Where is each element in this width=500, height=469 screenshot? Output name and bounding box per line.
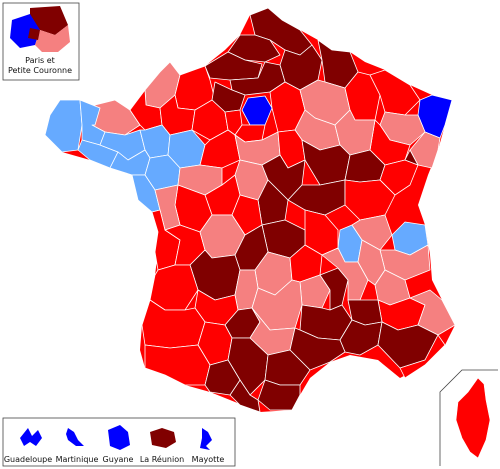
mayotte-shape: [200, 428, 212, 450]
mayotte-label: Mayotte: [192, 455, 225, 464]
paris-inset-center: [28, 28, 40, 40]
guadeloupe-shape: [20, 428, 42, 446]
martinique-label: Martinique: [56, 455, 99, 464]
paris-inset-label-line1: Paris et: [25, 56, 55, 65]
guyane-shape: [108, 425, 130, 450]
paris-inset-label-line2: Petite Couronne: [8, 66, 72, 75]
paris-inset-salmon: [35, 25, 70, 52]
dept-pyrenees-atlantiques: [144, 344, 211, 386]
paris-inset-blue: [10, 14, 40, 48]
guyane-label: Guyane: [103, 455, 134, 464]
paris-inset: Paris et Petite Couronne: [2, 2, 80, 81]
paris-inset-dark-red: [30, 6, 68, 35]
dept-somme: [204, 51, 263, 81]
dept-alpes-maritimes: [409, 289, 456, 336]
corsica-inset: [439, 369, 498, 466]
martinique-shape: [66, 428, 84, 446]
dept-territoire-de-belfort: [404, 149, 419, 166]
overseas-inset: Guadeloupe Martinique Guyane La Réunion …: [2, 417, 236, 467]
dept-hautes-pyrenees: [204, 359, 241, 396]
dept-var-coast: [399, 334, 446, 379]
la-reunion-shape: [150, 428, 176, 448]
la-reunion-label: La Réunion: [140, 454, 184, 464]
dept-pyrenees-orientales: [257, 379, 301, 411]
dept-moselle: [369, 69, 421, 116]
guadeloupe-label: Guadeloupe: [4, 455, 52, 464]
corsica-shape: [455, 377, 491, 459]
corsica-inset-frame: [439, 369, 498, 466]
dept-jura: [344, 179, 396, 221]
dept-finistere: [44, 99, 83, 153]
dept-saone-et-loire: [287, 179, 346, 216]
